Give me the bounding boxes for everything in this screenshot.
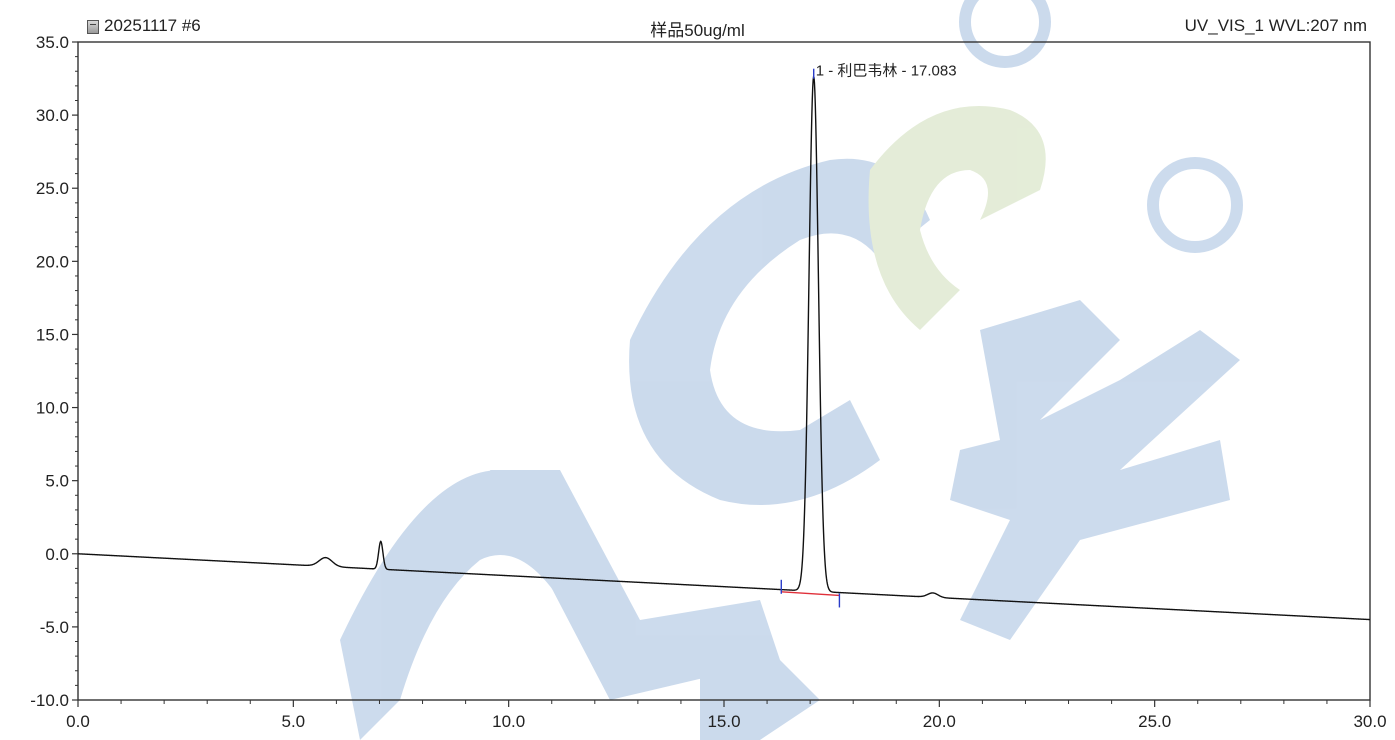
document-icon <box>87 20 99 34</box>
y-axis: 35.0 30.0 25.0 20.0 15.0 10.0 5.0 0.0 -5.0 -10.0 <box>30 33 78 710</box>
y-tick-label: 15.0 <box>36 325 69 344</box>
y-tick-label: 35.0 <box>36 33 69 52</box>
plot-border <box>77 41 1371 701</box>
series-line <box>77 74 1371 621</box>
y-tick-label: 25.0 <box>36 179 69 198</box>
y-tick-label: 10.0 <box>36 399 69 418</box>
annotations: 1 - 利巴韦林 - 17.083 <box>813 63 957 80</box>
y-tick-label: 30.0 <box>36 106 69 125</box>
x-axis: 0.0 5.0 10.0 15.0 20.0 25.0 30.0 <box>66 700 1387 731</box>
y-tick-label: -10.0 <box>30 691 69 710</box>
plot-area <box>77 41 1371 701</box>
y-tick-label: 0.0 <box>45 545 69 564</box>
y-tick-label: 5.0 <box>45 472 69 491</box>
sample-name: 样品50ug/ml <box>650 21 745 40</box>
peak-label: 1 - 利巴韦林 - 17.083 <box>816 63 957 80</box>
x-tick-label: 30.0 <box>1353 712 1386 731</box>
integration-baseline <box>781 591 840 597</box>
y-tick-label: -5.0 <box>40 618 69 637</box>
x-tick-label: 10.0 <box>492 712 525 731</box>
x-tick-label: 5.0 <box>282 712 306 731</box>
y-tick-label: 20.0 <box>36 252 69 271</box>
sample-id: 20251117 #6 <box>104 16 201 35</box>
x-tick-label: 15.0 <box>707 712 740 731</box>
x-tick-label: 25.0 <box>1138 712 1171 731</box>
series-group <box>77 74 1371 621</box>
x-tick-label: 20.0 <box>923 712 956 731</box>
x-tick-label: 0.0 <box>66 712 90 731</box>
channel-label: UV_VIS_1 WVL:207 nm <box>1184 16 1367 35</box>
